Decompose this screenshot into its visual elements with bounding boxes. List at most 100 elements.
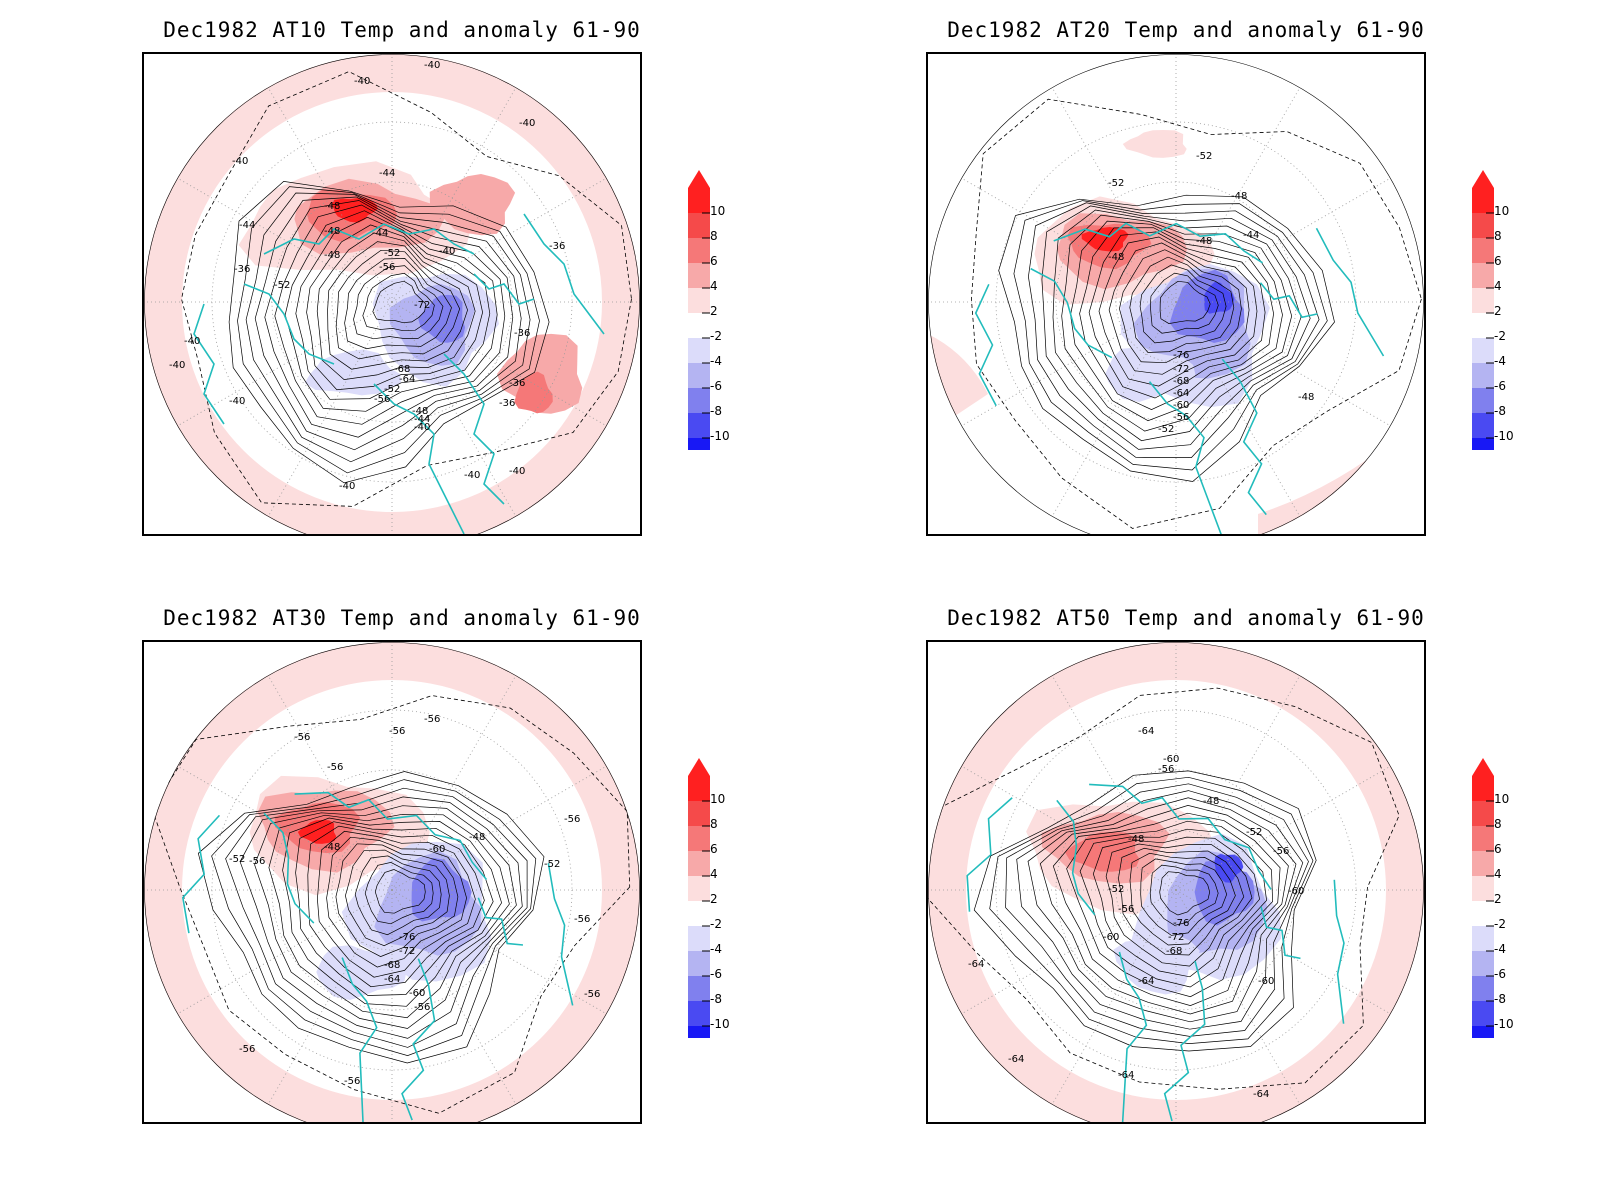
- colorbar-swatch: [688, 288, 710, 313]
- contour-label: -40: [232, 156, 248, 167]
- isotherm-contour: [1149, 272, 1219, 334]
- coastline: [1148, 381, 1225, 534]
- isotherm-contour-dashed: [928, 687, 1400, 1090]
- meridian-line: [1175, 301, 1391, 427]
- meridian-line: [177, 301, 393, 427]
- coastline: [243, 283, 335, 365]
- contour-label: -40: [519, 118, 535, 129]
- colorbar-swatch: [688, 338, 710, 363]
- contour-label: -40: [229, 396, 245, 407]
- colorbar-swatch: [688, 363, 710, 388]
- contour-label: -56: [1118, 904, 1134, 915]
- colorbar-label: -8: [710, 992, 722, 1006]
- meridian-line: [391, 87, 517, 303]
- contour-label: -56: [584, 989, 600, 1000]
- colorbar-swatch: [688, 438, 710, 463]
- map-panel-at10: Dec1982 AT10 Temp and anomaly 61-90 -40 -…: [142, 18, 662, 578]
- contour-label: -68: [1173, 376, 1189, 387]
- colorbar-label: -10: [710, 429, 730, 443]
- map-panel-at20: Dec1982 AT20 Temp and anomaly 61-90 -52-…: [926, 18, 1446, 578]
- anomaly-cold-fill: [316, 945, 407, 1000]
- isotherm-contour: [1092, 836, 1260, 978]
- isotherm-contour: [1016, 790, 1304, 1030]
- colorbar-label: -2: [710, 329, 722, 343]
- isotherm-contour-dashed: [181, 71, 632, 507]
- meridian-line: [391, 301, 607, 427]
- colorbar-label: 6: [1494, 842, 1502, 856]
- coastline: [1221, 358, 1267, 516]
- isotherm-contour: [354, 855, 442, 936]
- anomaly-ring-warm: [144, 54, 640, 534]
- isotherm-contour: [353, 265, 444, 340]
- contour-label: -56: [249, 856, 265, 867]
- colorbar-label: 2: [1494, 892, 1502, 906]
- isotherm-contour: [1052, 812, 1281, 1006]
- colorbar-swatch: [688, 926, 710, 951]
- contour-label: -48: [1203, 796, 1219, 807]
- colorbar-swatch: [1472, 1026, 1494, 1051]
- map-disc: -40-40-40-40-44-48-48 -44-40-44-52-56-48-…: [144, 54, 640, 534]
- colorbar-label: 4: [710, 867, 718, 881]
- colorbar-label: 8: [710, 229, 718, 243]
- isotherm-contour: [335, 249, 461, 360]
- isotherm-contour: [197, 771, 545, 1064]
- colorbar-swatch: [1472, 313, 1494, 338]
- anomaly-warm-fill: [1081, 227, 1129, 252]
- coastline: [477, 897, 524, 946]
- contour-label: -52: [544, 859, 560, 870]
- contour-label: -48: [324, 226, 340, 237]
- colorbar-label: 4: [1494, 867, 1502, 881]
- isotherm-contour: [1119, 249, 1242, 364]
- isotherm-contour: [1066, 820, 1273, 998]
- anomaly-warm-fill: [514, 371, 553, 414]
- anomaly-ring-warm: [928, 642, 1424, 1122]
- contour-label: -56: [1173, 412, 1189, 423]
- contour-label: -60: [1173, 400, 1189, 411]
- isotherm-contour: [1159, 871, 1211, 916]
- colorbar-label: 10: [1494, 204, 1510, 218]
- colorbar-label: -4: [1494, 354, 1506, 368]
- panel-title: Dec1982 AT30 Temp and anomaly 61-90: [163, 606, 641, 630]
- contour-label: -52: [1158, 424, 1174, 435]
- contour-label: -56: [424, 714, 440, 725]
- coastline: [1056, 799, 1096, 916]
- isotherm-contour: [264, 200, 514, 438]
- map-disc-edge: [144, 642, 640, 1122]
- colorbar-label: 10: [710, 792, 726, 806]
- isotherm-contour: [1039, 805, 1289, 1015]
- anomaly-cold-fill: [1204, 281, 1235, 314]
- contour-label: -64: [399, 374, 415, 385]
- contour-label: -48: [469, 832, 485, 843]
- isotherm-contour: [307, 825, 485, 988]
- map-frame: -56 -56 -56 -56 -56 -48 -60 -48 -52 -56 -52 -56 -76 -…: [142, 640, 642, 1124]
- panel-title: Dec1982 AT10 Temp and anomaly 61-90: [163, 18, 641, 42]
- coastline: [974, 284, 997, 407]
- colorbar-swatch: [688, 976, 710, 1001]
- meridian-line: [391, 889, 607, 1015]
- isotherm-contour: [372, 280, 427, 324]
- meridian-line: [177, 177, 393, 303]
- coastline: [373, 383, 465, 534]
- contour-label: -76: [1173, 350, 1189, 361]
- colorbar-swatch: [1472, 851, 1494, 876]
- colorbar-swatch: [688, 313, 710, 338]
- map-disc-edge: [928, 54, 1424, 534]
- meridian-line: [267, 889, 393, 1105]
- meridian-line: [961, 765, 1177, 891]
- colorbar-swatch: [1472, 388, 1494, 413]
- contour-label: -60: [1258, 976, 1274, 987]
- colorbar-swatch: [1472, 901, 1494, 926]
- isotherm-contour: [1041, 205, 1311, 450]
- isotherm-contour: [1108, 242, 1250, 375]
- coastline: [966, 797, 1013, 912]
- isotherm-contour-dashed: [151, 695, 631, 1114]
- colorbar-label: -2: [710, 917, 722, 931]
- contour-label: -60: [429, 844, 445, 855]
- contour-label: -64: [1253, 1089, 1269, 1100]
- meridian-line: [177, 765, 393, 891]
- colorbar-swatch: [688, 876, 710, 901]
- coastline: [1315, 227, 1385, 357]
- meridian-line: [1051, 675, 1177, 891]
- isotherm-contour: [1105, 843, 1253, 967]
- contour-label: -64: [1348, 706, 1364, 717]
